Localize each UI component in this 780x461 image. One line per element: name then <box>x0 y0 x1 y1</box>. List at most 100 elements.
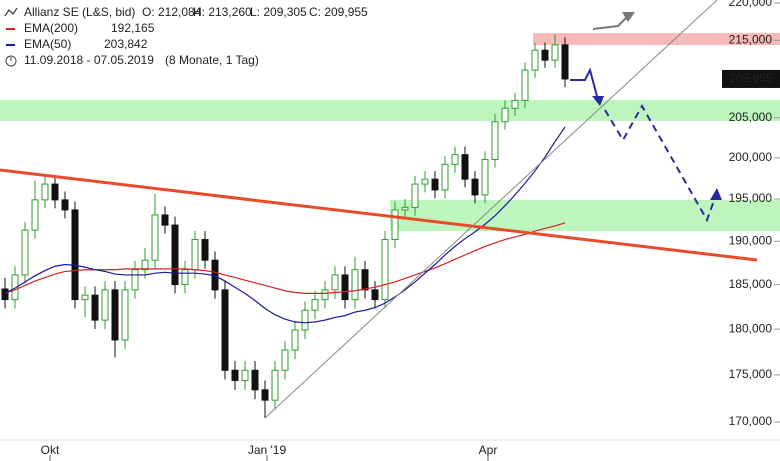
candle-body <box>91 294 99 321</box>
candle-body <box>371 289 379 301</box>
legend-title: Allianz SE (L&S, bid) <box>24 5 135 19</box>
candle-body <box>191 239 199 271</box>
y-tick-label: 170,000 <box>729 414 773 428</box>
candle-body <box>31 199 39 231</box>
candle-body <box>251 369 259 391</box>
candle-body <box>471 178 479 196</box>
y-tick-label: 175,000 <box>729 367 773 381</box>
candle-body <box>141 259 149 271</box>
trend-line <box>264 0 718 419</box>
candle-body <box>61 199 69 211</box>
candle-body <box>181 269 189 286</box>
legend-name: EMA(50) <box>24 37 71 51</box>
candle-body <box>101 289 109 321</box>
candle-body <box>51 183 59 201</box>
candle-body <box>41 183 49 201</box>
x-tick-label: Okt <box>41 443 60 457</box>
candle-body <box>531 49 539 71</box>
y-tick-label: 200,000 <box>729 150 773 164</box>
candle-body <box>291 329 299 351</box>
candle-body <box>121 289 129 341</box>
candle-body <box>501 107 509 123</box>
candle-body <box>261 389 269 401</box>
candle-body <box>441 163 449 191</box>
candle-body <box>171 224 179 286</box>
candle-body <box>321 289 329 301</box>
y-tick-label: 190,000 <box>729 233 773 247</box>
legend-ohlc: C: 209,955 <box>309 5 368 19</box>
y-tick-label: 195,000 <box>729 191 773 205</box>
candle-body <box>361 269 369 291</box>
forecast-path <box>604 103 717 223</box>
candle-body <box>331 274 339 291</box>
arrow-head <box>710 188 722 200</box>
candle-body <box>151 214 159 261</box>
arrow-head <box>622 12 635 22</box>
candle-body <box>221 289 229 371</box>
plot <box>1 34 569 419</box>
legend: Allianz SE (L&S, bid) O: 212,084 H: 213,… <box>4 5 368 67</box>
support-zone <box>390 200 780 231</box>
candle-body <box>21 229 29 276</box>
legend-name: EMA(200) <box>24 21 78 35</box>
y-tick-label: 205,000 <box>729 110 773 124</box>
ema-line <box>4 222 566 294</box>
candle-body <box>551 44 559 61</box>
candle-body <box>561 44 569 80</box>
legend-value: 192,165 <box>111 21 155 35</box>
forecast-arrow <box>570 67 599 101</box>
candle-body <box>351 269 359 301</box>
period-note: (8 Monate, 1 Tag) <box>165 53 259 67</box>
ema-line <box>4 126 566 324</box>
legend-value: 203,842 <box>104 37 148 51</box>
candle-body <box>1 288 9 301</box>
x-tick-label: Apr <box>479 443 498 457</box>
candle-body <box>161 214 169 226</box>
candle-body <box>391 209 399 241</box>
candle-body <box>451 154 459 165</box>
trend-arrow <box>592 15 629 30</box>
legend-ohlc: L: 209,305 <box>250 5 307 19</box>
candle-body <box>511 99 519 109</box>
candle-body <box>71 209 79 301</box>
candle-body <box>411 183 419 208</box>
legend-icon <box>4 7 18 17</box>
resistance-zone <box>533 33 780 45</box>
candle-body <box>491 121 499 161</box>
candle-body <box>131 269 139 291</box>
y-tick-label: 185,000 <box>729 277 773 291</box>
candle-body <box>431 178 439 191</box>
y-tick-label: 180,000 <box>729 321 773 335</box>
y-tick-label: 220,000 <box>729 0 773 9</box>
x-tick-label: Jan '19 <box>248 443 287 457</box>
last-price-box <box>722 69 780 88</box>
candle-body <box>301 309 309 331</box>
candle-body <box>271 369 279 401</box>
candle-body <box>281 349 289 371</box>
candle-body <box>231 369 239 381</box>
candle-body <box>111 289 119 341</box>
trend-line <box>0 168 758 262</box>
candle-body <box>541 49 549 61</box>
candle-body <box>311 299 319 311</box>
period: 11.09.2018 - 07.05.2019 <box>24 53 154 67</box>
candle-body <box>341 274 349 301</box>
last-price-label: 209,955 <box>729 71 773 85</box>
candle-body <box>381 239 389 301</box>
candle-body <box>201 239 209 261</box>
candle-body <box>241 369 249 381</box>
candle-body <box>521 69 529 101</box>
arrow-head <box>592 96 604 106</box>
candle-body <box>401 206 409 211</box>
candle-body <box>461 154 469 180</box>
clock-icon <box>5 55 17 67</box>
legend-ohlc: O: 212,084 <box>142 5 202 19</box>
support-zone <box>0 100 780 121</box>
candle-body <box>421 178 429 185</box>
candle-body <box>81 294 89 301</box>
candle-body <box>11 274 19 301</box>
legend-ohlc: H: 213,260 <box>193 5 252 19</box>
y-tick-label: 215,000 <box>729 33 773 47</box>
